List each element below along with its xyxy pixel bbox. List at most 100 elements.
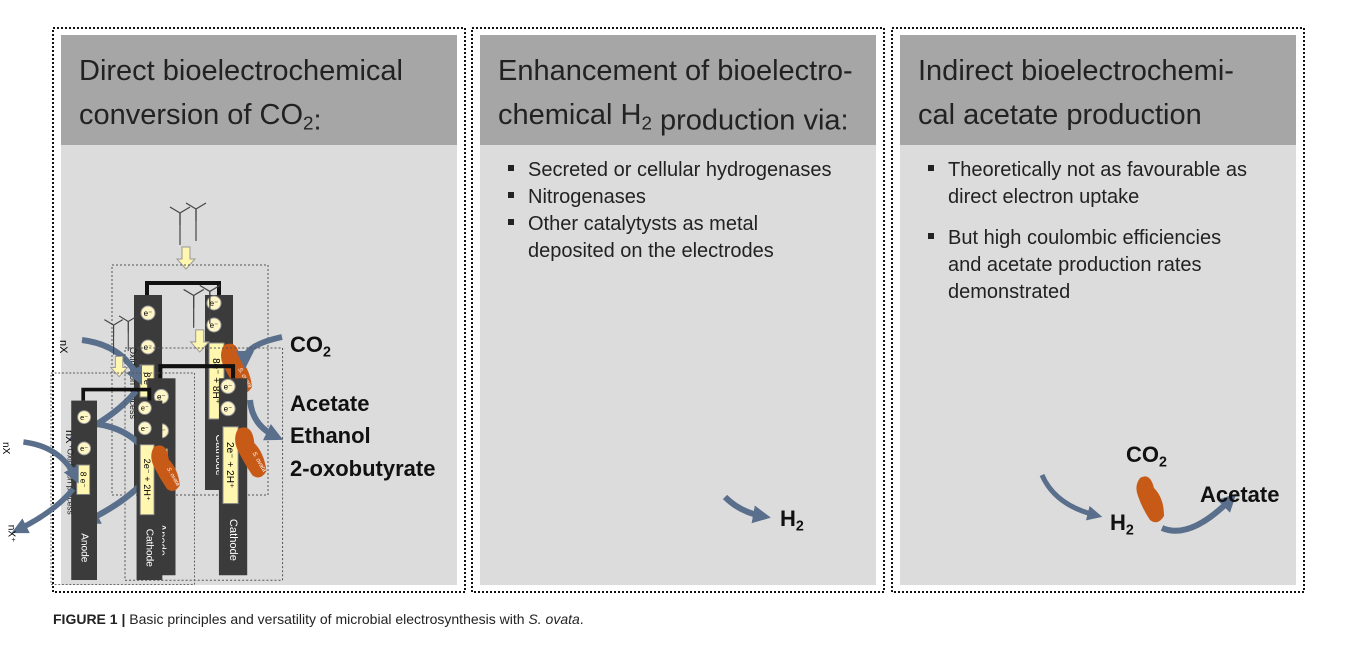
text-part: production via:	[652, 105, 849, 137]
product-arrow	[247, 399, 284, 441]
nx-in: nX	[0, 442, 11, 455]
electron	[140, 305, 156, 321]
wind-turbine	[183, 284, 221, 328]
caption-label: FIGURE 1 |	[53, 611, 125, 627]
blades	[199, 284, 221, 304]
product-arrow	[236, 334, 283, 369]
caption-end: .	[580, 611, 584, 627]
anode-label: Anode	[78, 533, 89, 563]
blades	[183, 288, 205, 308]
text-part: Enhancement of bioelectro-	[498, 55, 853, 87]
oxidation: Oxidation process	[128, 347, 138, 420]
subscript: 2	[323, 344, 331, 360]
bullet-text: direct electron uptake	[948, 186, 1139, 208]
cathode-label: Cathode	[144, 529, 155, 568]
anode-e: 8 e⁻	[142, 372, 152, 390]
panel-title: chemical H2 production via:	[498, 99, 849, 137]
cathode-reaction: 8e⁻ + 8H⁺	[210, 358, 221, 404]
oxidation: Oxidation process	[66, 448, 75, 514]
product: 2-oxobutyrate	[290, 456, 435, 481]
electron-label: e⁻	[80, 444, 88, 453]
title-box	[480, 35, 876, 145]
input-arrow	[23, 439, 79, 484]
electron-label: e⁻	[80, 413, 88, 422]
text-part: 2-oxobutyrate	[290, 456, 435, 481]
text-part: CO	[1126, 442, 1159, 467]
bullet-text: Theoretically not as favourable as	[948, 159, 1247, 181]
text-part: Acetate	[1200, 482, 1279, 507]
subscript: 2	[796, 518, 804, 534]
subscript: 2	[641, 113, 651, 134]
bullet-text: and acetate production rates	[948, 254, 1202, 276]
electron	[220, 401, 236, 417]
electron	[137, 401, 152, 415]
title-box	[61, 35, 457, 145]
nx-out: nX⁺	[6, 525, 17, 543]
nx-in: nX	[57, 340, 69, 354]
panel-title: cal acetate production	[918, 99, 1202, 131]
organism	[235, 427, 267, 478]
cell-box	[50, 372, 195, 586]
organism	[1136, 476, 1164, 523]
product-arrow	[722, 494, 771, 524]
bullet-mark	[508, 219, 514, 225]
blades	[185, 202, 207, 221]
wire	[145, 281, 221, 295]
bullet-mark	[508, 165, 514, 171]
wind-turbine	[104, 315, 138, 355]
bullet-text: Nitrogenases	[528, 186, 646, 208]
bullet-mark	[928, 165, 934, 171]
product: CO2	[290, 332, 331, 360]
text-part: :	[314, 105, 322, 137]
panel-title: Direct bioelectrochemical	[79, 55, 403, 87]
product: H2	[780, 506, 804, 534]
text-part: Acetate	[290, 391, 369, 416]
electron-label: e⁻	[157, 393, 166, 402]
anode-e: 8 e⁻	[78, 472, 87, 488]
text-part: H	[780, 506, 796, 531]
subscript: 2	[303, 113, 313, 134]
text-part: H	[1110, 510, 1126, 535]
cathode-label: Cathode	[227, 519, 239, 561]
blades	[118, 315, 138, 333]
electron	[77, 410, 92, 425]
panel-title: Enhancement of bioelectro-	[498, 55, 853, 87]
text-part: chemical H	[498, 99, 641, 131]
bullet-text: But high coulombic efficiencies	[948, 227, 1221, 249]
text-part: CO	[290, 332, 323, 357]
wire	[158, 364, 236, 379]
cell-box	[111, 264, 269, 496]
cathode-reaction: 2e⁻ + 2H⁺	[142, 459, 152, 501]
cathode-reaction: 2e⁻ + 2H⁺	[224, 442, 235, 488]
bullet-text: deposited on the electrodes	[528, 240, 774, 262]
electron	[137, 421, 152, 436]
electron-label: e⁻	[144, 309, 153, 318]
electron	[77, 441, 92, 456]
bullet-text: Secreted or cellular hydrogenases	[528, 159, 832, 181]
text-part: cal acetate production	[918, 99, 1202, 131]
text-part: Indirect bioelectrochemi-	[918, 55, 1234, 87]
electron-label: e⁻	[141, 404, 149, 413]
text-part: Ethanol	[290, 423, 371, 448]
panel-title: Indirect bioelectrochemi-	[918, 55, 1234, 87]
reaction-box	[139, 444, 155, 516]
electron	[140, 339, 156, 355]
text-part: Direct bioelectrochemical	[79, 55, 403, 87]
power-arrow	[175, 246, 197, 270]
cell-box	[124, 347, 284, 581]
reaction-box	[222, 426, 239, 505]
product: Ethanol	[290, 423, 371, 448]
subscript: 2	[1159, 454, 1167, 470]
panel: Indirect bioelectrochemi-cal acetate pro…	[0, 27, 1305, 593]
electron	[220, 378, 236, 394]
bullet-text: Other catalytysts as metal	[528, 213, 758, 235]
blades	[169, 206, 191, 225]
subscript: 2	[1126, 522, 1134, 538]
product-arrow	[1039, 473, 1103, 521]
title-box	[900, 35, 1296, 145]
electron-label: e⁻	[144, 343, 153, 352]
bullet-text: demonstrated	[948, 281, 1070, 303]
power-arrow	[109, 355, 129, 378]
power-arrow	[189, 329, 210, 353]
